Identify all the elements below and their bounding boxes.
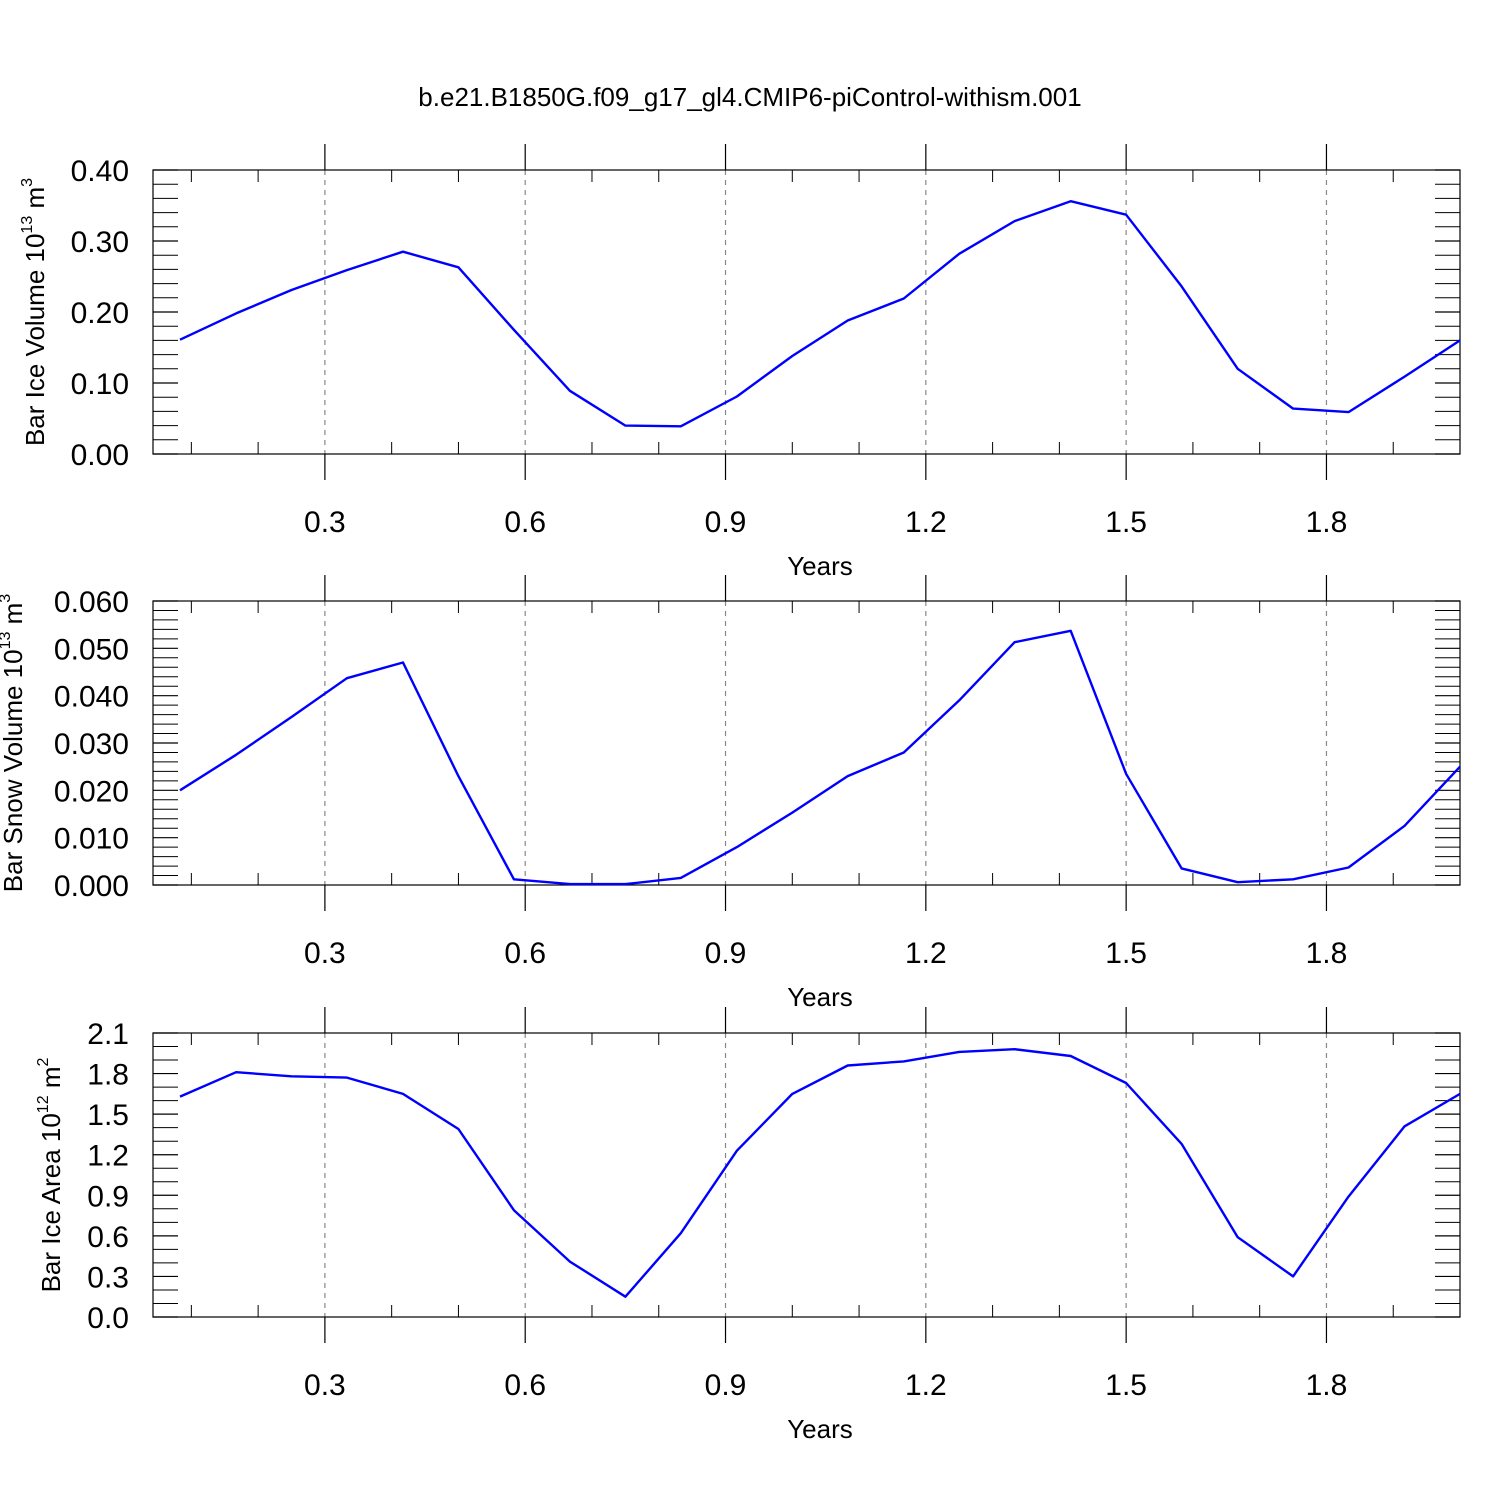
y-axis-label-exponent: 13 (19, 216, 36, 234)
x-tick-label: 0.3 (304, 1369, 346, 1402)
y-tick-label: 2.1 (87, 1018, 129, 1051)
x-tick-label: 0.6 (504, 937, 546, 970)
y-tick-label: 0.000 (54, 870, 129, 903)
y-tick-label: 0.050 (54, 633, 129, 666)
y-tick-label: 0.020 (54, 775, 129, 808)
y-axis-label-text: Bar Snow Volume 10 (0, 649, 28, 892)
y-axis-label: Bar Snow Volume 1013 m3 (0, 594, 28, 893)
plot-frame (152, 169, 1461, 455)
y-axis-label-exponent: 12 (35, 1095, 52, 1113)
y-axis-label-exponent: 13 (0, 631, 14, 649)
x-tick-label: 0.6 (504, 506, 546, 539)
y-tick-label: 1.2 (87, 1140, 129, 1173)
y-tick-label: 0.20 (71, 297, 129, 330)
y-tick-label: 0.9 (87, 1180, 129, 1213)
chart-panel-3: 0.0 0.3 0.6 0.9 1.2 1.5 1.8 2.1 0.3 0.6 0.9 1.2 1.5 1… (35, 1007, 1461, 1444)
x-tick-label: 0.9 (705, 506, 747, 539)
y-axis-label-unit-exponent: 2 (35, 1057, 52, 1066)
y-axis-label: Bar Ice Volume 1013 m3 (19, 178, 50, 446)
y-axis-label-unit: m (20, 187, 50, 216)
x-tick-label: 0.9 (705, 1369, 747, 1402)
y-tick-label: 0.6 (87, 1221, 129, 1254)
panels: 0.00 0.10 0.20 0.30 0.40 0.3 0.6 0.9 1.2 1.5 1.8 Ye… (0, 144, 1461, 1444)
y-tick-label: 0.00 (71, 439, 129, 472)
y-axis-label-unit-exponent: 3 (19, 178, 36, 187)
x-tick-label: 1.2 (905, 937, 947, 970)
plot-frame (152, 600, 1461, 886)
y-tick-label: 0.3 (87, 1261, 129, 1294)
chart-panel-1: 0.00 0.10 0.20 0.30 0.40 0.3 0.6 0.9 1.2 1.5 1.8 Ye… (19, 144, 1461, 581)
plot-frame (152, 1032, 1461, 1318)
x-tick-label: 1.5 (1105, 937, 1147, 970)
y-tick-label: 0.40 (71, 155, 129, 188)
x-tick-label: 0.3 (304, 937, 346, 970)
series-line-1 (179, 1047, 1461, 1298)
y-axis-label-unit: m (36, 1066, 66, 1095)
x-tick-label: 1.5 (1105, 1369, 1147, 1402)
y-tick-label: 1.5 (87, 1099, 129, 1132)
x-axis-label: Years (787, 982, 853, 1012)
series-line-1 (179, 629, 1461, 886)
y-tick-label: 1.8 (87, 1059, 129, 1092)
x-tick-label: 0.3 (304, 506, 346, 539)
x-tick-label: 1.2 (905, 1369, 947, 1402)
y-tick-label: 0.10 (71, 368, 129, 401)
figure-title: b.e21.B1850G.f09_g17_gl4.CMIP6-piControl… (418, 82, 1081, 112)
x-tick-label: 0.9 (705, 937, 747, 970)
series-line-1 (179, 199, 1461, 428)
x-axis-label: Years (787, 551, 853, 581)
x-tick-label: 1.5 (1105, 506, 1147, 539)
y-tick-label: 0.0 (87, 1302, 129, 1335)
x-axis-label: Years (787, 1414, 853, 1444)
x-tick-label: 1.8 (1306, 506, 1348, 539)
y-axis-label-text: Bar Ice Volume 10 (20, 234, 50, 446)
y-tick-label: 0.010 (54, 823, 129, 856)
x-tick-label: 1.2 (905, 506, 947, 539)
y-tick-label: 0.060 (54, 586, 129, 619)
y-axis-label-unit-exponent: 3 (0, 594, 14, 603)
y-tick-label: 0.30 (71, 226, 129, 259)
y-axis-label-unit: m (0, 603, 28, 632)
y-axis-label-text: Bar Ice Area 10 (36, 1113, 66, 1292)
y-axis-label: Bar Ice Area 1012 m2 (35, 1057, 66, 1292)
x-tick-label: 1.8 (1306, 1369, 1348, 1402)
chart-panel-2: 0.000 0.010 0.020 0.030 0.040 0.050 0.060 0.3 0.… (0, 575, 1461, 1012)
y-tick-label: 0.040 (54, 681, 129, 714)
y-tick-label: 0.030 (54, 728, 129, 761)
x-tick-label: 0.6 (504, 1369, 546, 1402)
x-tick-label: 1.8 (1306, 937, 1348, 970)
